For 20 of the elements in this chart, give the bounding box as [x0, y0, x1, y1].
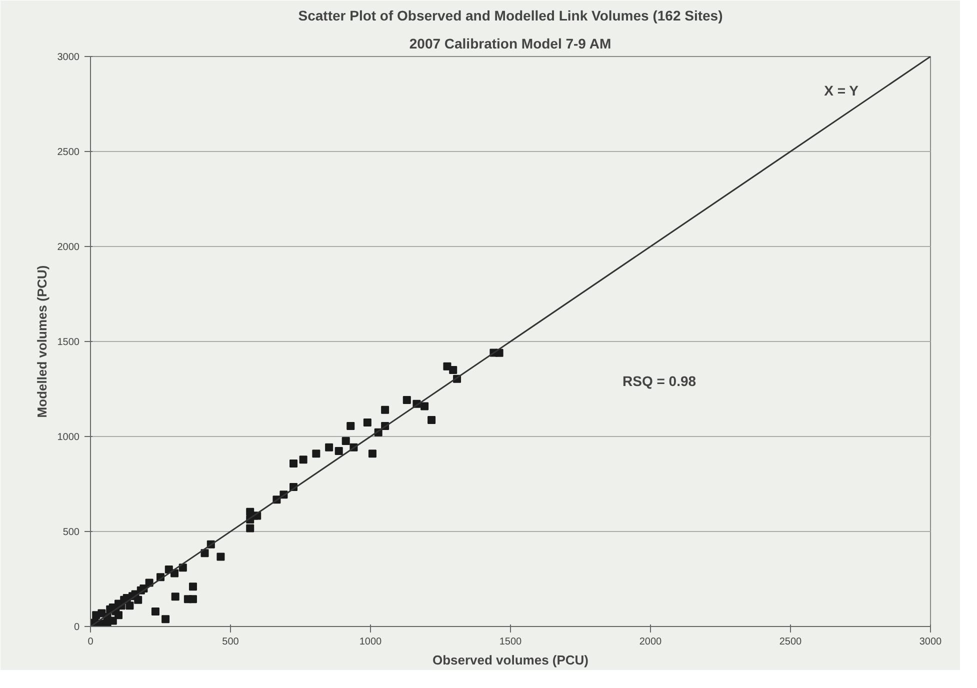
annotation: RSQ = 0.98: [622, 373, 696, 389]
y-tick-label: 0: [74, 622, 80, 633]
y-tick-label: 2000: [57, 242, 80, 253]
y-tick-label: 2500: [57, 147, 80, 158]
chart-subtitle: 2007 Calibration Model 7-9 AM: [409, 36, 612, 52]
y-tick-label: 3000: [57, 52, 80, 63]
x-tick-label: 3000: [919, 636, 942, 648]
annotation: X = Y: [824, 82, 860, 98]
y-tick-label: 1500: [57, 337, 80, 348]
x-axis-title: Observed volumes (PCU): [432, 652, 589, 668]
x-tick-label: 500: [222, 636, 240, 648]
x-tick-label: 1000: [359, 636, 382, 648]
y-tick-label: 1000: [57, 432, 80, 443]
chart-title: Scatter Plot of Observed and Modelled Link Volumes (162 Sites): [298, 8, 723, 24]
x-tick-label: 0: [88, 636, 94, 648]
y-axis-title: Modelled volumes (PCU): [34, 265, 50, 418]
x-tick-label: 2500: [779, 636, 802, 648]
y-tick-label: 500: [62, 527, 80, 538]
x-tick-label: 1500: [499, 636, 522, 648]
x-tick-label: 2000: [639, 636, 662, 648]
